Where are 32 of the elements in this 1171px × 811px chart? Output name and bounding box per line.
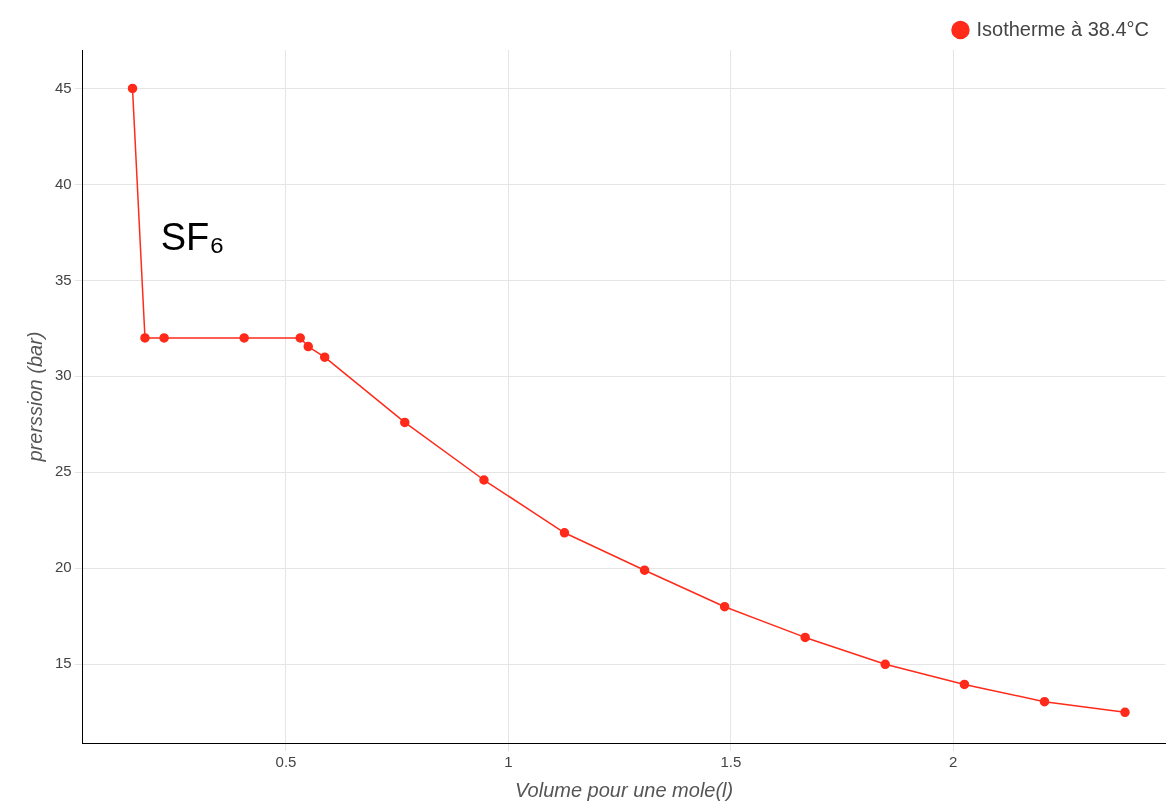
point <box>127 83 138 94</box>
y-tick-label: 40 <box>55 174 72 192</box>
x-tick-label: 2 <box>949 753 958 771</box>
point <box>800 632 810 643</box>
point <box>159 333 169 343</box>
y-tick-label: 15 <box>55 654 72 672</box>
annotation: SF₆ <box>160 216 225 258</box>
point <box>1120 707 1130 718</box>
y-axis-title: prerssion (bar) <box>23 331 46 463</box>
x-axis-title: Volume pour une mole(l) <box>514 778 734 801</box>
point <box>479 475 489 485</box>
point <box>959 679 970 690</box>
y-tick-label: 25 <box>55 462 72 480</box>
y-tick-label: 45 <box>55 78 72 96</box>
point <box>639 565 650 575</box>
point <box>719 601 730 612</box>
point <box>295 333 305 343</box>
point <box>140 333 150 343</box>
point <box>1039 696 1050 707</box>
legend-label: Isotherme à 38.4°C <box>976 17 1149 40</box>
x-tick-label: 0.5 <box>275 753 297 771</box>
point <box>319 352 330 362</box>
y-tick-label: 20 <box>55 558 72 576</box>
x-tick-label: 1.5 <box>720 753 742 771</box>
point <box>303 341 313 352</box>
y-tick-label: 30 <box>55 366 72 384</box>
x-tick-label: 1 <box>504 753 513 771</box>
point <box>239 333 249 343</box>
point <box>559 528 570 538</box>
point <box>400 417 410 428</box>
y-tick-label: 35 <box>55 270 72 288</box>
point <box>880 659 890 670</box>
